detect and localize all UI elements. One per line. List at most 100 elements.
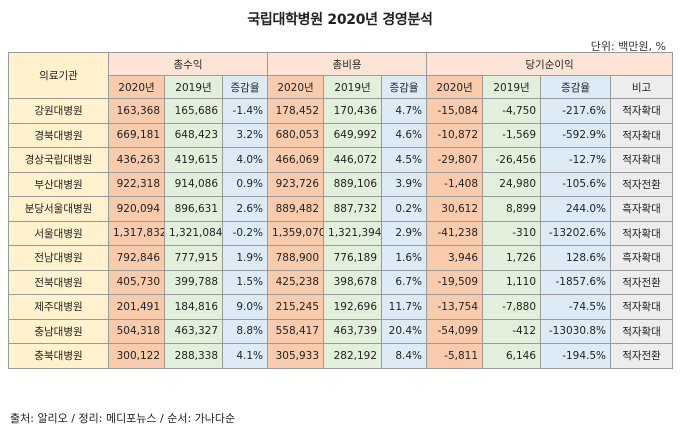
net-income-2019: 6,146 [482, 343, 542, 369]
hospital-name: 충남대병원 [8, 318, 109, 344]
net-income-change: -13030.8% [540, 318, 612, 344]
header-cost: 총비용 [267, 52, 428, 76]
net-income-change: -105.6% [540, 171, 612, 197]
cost-2019: 649,992 [323, 122, 383, 148]
net-income-change: -12.7% [540, 147, 612, 173]
hospital-name: 충북대병원 [8, 343, 109, 369]
net-income-change: 128.6% [540, 245, 612, 271]
revenue-2020: 504,318 [108, 318, 165, 344]
header-net-change: 증감율 [540, 75, 612, 99]
table-row: 충북대병원 300,122 288,338 4.1% 305,933 282,192 8.4… [8, 343, 674, 369]
net-income-2019: 8,899 [482, 196, 542, 222]
table-row: 경상국립대병원 436,263 419,615 4.0% 466,069 446,072 4… [8, 147, 674, 173]
revenue-change: 9.0% [221, 294, 269, 320]
net-income-2019: 24,980 [482, 171, 542, 197]
header-note: 비고 [610, 75, 674, 99]
revenue-change: 4.1% [221, 343, 269, 369]
note: 적자확대 [610, 122, 674, 148]
net-income-change: -592.9% [540, 122, 612, 148]
source-note: 출처: 알리오 / 정리: 메디포뉴스 / 순서: 가나다순 [10, 412, 236, 425]
hospital-name: 서울대병원 [8, 220, 109, 246]
header-rev-change: 증감율 [221, 75, 269, 99]
note: 적자확대 [610, 220, 674, 246]
cost-change: 4.5% [381, 147, 428, 173]
net-income-change: -74.5% [540, 294, 612, 320]
cost-2019: 192,696 [323, 294, 383, 320]
net-income-2020: -54,099 [426, 318, 484, 344]
note: 흑자확대 [610, 245, 674, 271]
net-income-change: -1857.6% [540, 269, 612, 295]
hospital-name: 강원대병원 [8, 98, 109, 124]
cost-2019: 446,072 [323, 147, 383, 173]
net-income-change: -217.6% [540, 98, 612, 124]
revenue-change: -0.2% [221, 220, 269, 246]
revenue-2019: 463,327 [164, 318, 223, 344]
net-income-2020: -10,872 [426, 122, 484, 148]
cost-2020: 425,238 [267, 269, 325, 295]
revenue-2019: 1,321,084 [164, 220, 223, 246]
revenue-2019: 419,615 [164, 147, 223, 173]
net-income-2019: 1,110 [482, 269, 542, 295]
revenue-change: -1.4% [221, 98, 269, 124]
cost-2019: 889,106 [323, 171, 383, 197]
revenue-2020: 922,318 [108, 171, 165, 197]
unit-note: 단위: 백만원, % [590, 40, 666, 53]
header-net-2019: 2019년 [482, 75, 542, 99]
hospital-finance-table: 의료기관 총수익 총비용 당기순이익 2020년 2019년 증감율 2020년… [8, 52, 674, 369]
revenue-2019: 896,631 [164, 196, 223, 222]
header-rev-2020: 2020년 [108, 75, 165, 99]
table-row: 부산대병원 922,318 914,086 0.9% 923,726 889,106 3.9… [8, 171, 674, 197]
cost-change: 11.7% [381, 294, 428, 320]
cost-2020: 466,069 [267, 147, 325, 173]
revenue-change: 2.6% [221, 196, 269, 222]
cost-change: 20.4% [381, 318, 428, 344]
note: 적자확대 [610, 98, 674, 124]
net-income-2020: -5,811 [426, 343, 484, 369]
cost-change: 4.7% [381, 98, 428, 124]
cost-2020: 680,053 [267, 122, 325, 148]
note: 적자확대 [610, 294, 674, 320]
revenue-2020: 792,846 [108, 245, 165, 271]
hospital-name: 전남대병원 [8, 245, 109, 271]
header-revenue: 총수익 [107, 52, 269, 76]
cost-2020: 1,359,070 [267, 220, 325, 246]
net-income-2019: -310 [482, 220, 542, 246]
header-net-income: 당기순이익 [426, 52, 674, 76]
revenue-2020: 300,122 [108, 343, 165, 369]
net-income-2019: -7,880 [482, 294, 542, 320]
net-income-change: 244.0% [540, 196, 612, 222]
net-income-2020: -1,408 [426, 171, 484, 197]
header-rev-2019: 2019년 [164, 75, 223, 99]
hospital-name: 경상국립대병원 [8, 147, 109, 173]
net-income-2020: 30,612 [426, 196, 484, 222]
revenue-2019: 165,686 [164, 98, 223, 124]
cost-change: 6.7% [381, 269, 428, 295]
cost-2019: 463,739 [323, 318, 383, 344]
cost-2019: 398,678 [323, 269, 383, 295]
cost-2020: 889,482 [267, 196, 325, 222]
note: 적자전환 [610, 343, 674, 369]
note: 흑자확대 [610, 196, 674, 222]
header-cost-2020: 2020년 [267, 75, 325, 99]
net-income-change: -13202.6% [540, 220, 612, 246]
note: 적자전환 [610, 171, 674, 197]
revenue-2020: 920,094 [108, 196, 165, 222]
cost-2020: 788,900 [267, 245, 325, 271]
revenue-2020: 1,317,832 [108, 220, 165, 246]
revenue-2019: 288,338 [164, 343, 223, 369]
revenue-2019: 184,816 [164, 294, 223, 320]
revenue-change: 8.8% [221, 318, 269, 344]
header-cost-change: 증감율 [381, 75, 428, 99]
hospital-name: 전북대병원 [8, 269, 109, 295]
note: 적자전환 [610, 269, 674, 295]
hospital-name: 분당서울대병원 [8, 196, 109, 222]
revenue-change: 3.2% [221, 122, 269, 148]
header-net-2020: 2020년 [426, 75, 484, 99]
revenue-2019: 399,788 [164, 269, 223, 295]
revenue-change: 0.9% [221, 171, 269, 197]
net-income-2019: -4,750 [482, 98, 542, 124]
cost-2020: 305,933 [267, 343, 325, 369]
revenue-2020: 405,730 [108, 269, 165, 295]
cost-2019: 1,321,394 [323, 220, 383, 246]
net-income-2020: -19,509 [426, 269, 484, 295]
